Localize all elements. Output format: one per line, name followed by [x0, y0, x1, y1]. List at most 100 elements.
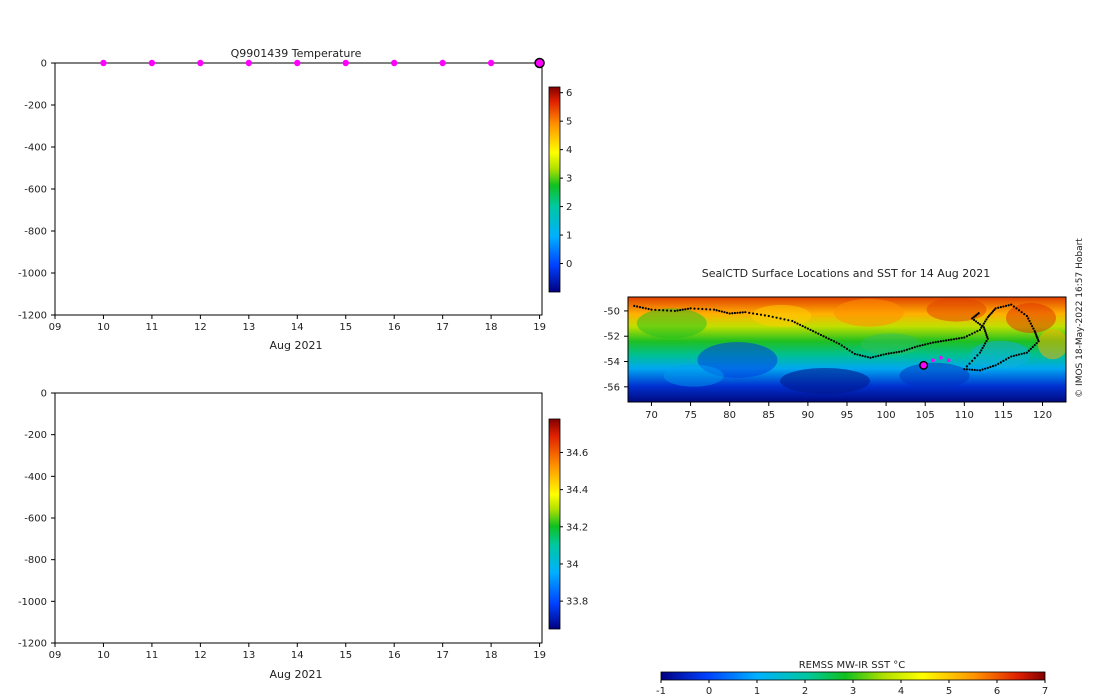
track-point — [705, 308, 708, 311]
temperature-profile-shade — [265, 63, 276, 315]
temperature-panel-title: Q9901439 Temperature — [231, 47, 362, 60]
salinity-field-fill — [55, 393, 542, 643]
track-point — [741, 311, 744, 314]
track-point — [827, 337, 830, 340]
track-point — [650, 308, 653, 311]
temperature-profile-shade — [498, 63, 509, 315]
sst-colorbar-tick-label: 0 — [706, 686, 712, 697]
track-point — [895, 351, 898, 354]
salinity-profile-shade — [276, 393, 287, 643]
track-point — [798, 323, 802, 326]
track-point — [796, 322, 799, 325]
track-point — [763, 314, 766, 317]
track-point — [791, 319, 794, 323]
track-point — [832, 340, 836, 343]
track-point — [990, 311, 993, 314]
temperature-x-axis: 09 10 11 12 13 14 15 16 17 18 19 — [49, 315, 546, 333]
track-point — [963, 368, 966, 371]
temperature-plot-frame — [54, 62, 543, 316]
sst-colorbar-tick-label: 5 — [946, 686, 952, 697]
sst-colorbar-tick-label: -1 — [656, 686, 666, 697]
surface-marker — [245, 59, 253, 67]
salinity-x-axis: 09 10 11 12 13 14 15 16 17 18 19 — [49, 643, 546, 661]
temperature-field-variation — [55, 63, 542, 315]
track-point — [983, 328, 986, 331]
track-point — [984, 367, 987, 370]
track-point — [984, 320, 987, 323]
temperature-profile-shade — [66, 63, 77, 315]
track-point — [1029, 347, 1032, 350]
salinity-colorbar-tick-label: 34.2 — [566, 522, 588, 533]
track-point — [1036, 338, 1040, 341]
track-point — [636, 305, 639, 308]
salinity-colorbar-tick-label: 34.6 — [566, 448, 588, 459]
track-point — [1034, 331, 1037, 334]
temperature-profile-shade — [110, 63, 121, 315]
track-point — [1015, 354, 1018, 357]
salinity-field — [55, 393, 542, 643]
track-point — [723, 311, 726, 314]
track-point — [697, 307, 700, 310]
track-point — [980, 349, 983, 352]
track-point — [921, 343, 924, 347]
temperature-x-tick-label: 17 — [436, 322, 449, 333]
temperature-profile-shade — [132, 63, 143, 315]
track-point — [693, 307, 696, 310]
sst-colorbar-ramp — [660, 671, 1046, 681]
track-point — [999, 306, 1002, 309]
track-point — [673, 309, 677, 313]
track-point — [1034, 333, 1038, 336]
track-point — [916, 345, 919, 348]
sst-colorbar-tick-label: 7 — [1042, 686, 1048, 697]
track-point — [806, 327, 809, 330]
temperature-x-tick-label: 18 — [485, 322, 498, 333]
sst-colorbar-label: REMSS MW-IR SST °C — [799, 660, 906, 671]
track-point — [848, 349, 851, 352]
temperature-x-tick-label: 16 — [388, 322, 401, 333]
sst-map-x-tick-label: 95 — [841, 410, 854, 421]
track-point — [853, 352, 856, 356]
track-point — [947, 338, 950, 342]
track-point — [1025, 314, 1028, 318]
track-point — [845, 347, 849, 350]
track-point — [950, 338, 953, 341]
sst-map-x-tick-label: 120 — [1033, 410, 1052, 421]
sst-patch — [780, 368, 871, 394]
salinity-x-tick-label: 18 — [485, 650, 498, 661]
track-point — [838, 342, 841, 345]
track-point — [1004, 358, 1008, 361]
salinity-profile-shade — [110, 393, 121, 643]
track-point — [989, 365, 992, 369]
temperature-profile-shade — [431, 63, 442, 315]
track-point — [822, 335, 825, 338]
temperature-x-tick-label: 12 — [194, 322, 207, 333]
track-point — [952, 338, 955, 341]
track-point — [771, 315, 774, 318]
salinity-profile-shade — [398, 393, 409, 643]
current-location-marker — [919, 360, 929, 370]
salinity-profile-shade — [465, 393, 476, 643]
temperature-x-tick-label: 14 — [291, 322, 304, 333]
salinity-x-tick-label: 19 — [533, 650, 546, 661]
track-point — [955, 337, 958, 340]
track-point — [879, 354, 882, 357]
sst-patch — [636, 308, 707, 339]
temperature-colorbar-tick-label: 3 — [566, 174, 572, 185]
track-point — [1020, 352, 1023, 356]
track-point — [960, 336, 963, 340]
track-point — [991, 310, 995, 313]
track-point — [658, 308, 661, 312]
track-point — [973, 368, 976, 372]
track-point — [985, 339, 988, 343]
imos-credit: © IMOS 18-May-2022 16:57 Hobart — [1075, 238, 1085, 398]
track-point — [759, 313, 763, 316]
track-point — [985, 333, 988, 337]
track-point — [787, 319, 790, 322]
temperature-profile-shade — [221, 63, 232, 315]
track-point — [971, 359, 974, 362]
temperature-colorbar-tick-label: 4 — [566, 145, 572, 156]
track-point — [662, 309, 665, 312]
track-point — [978, 328, 982, 331]
temperature-x-tick-label: 10 — [97, 322, 110, 333]
